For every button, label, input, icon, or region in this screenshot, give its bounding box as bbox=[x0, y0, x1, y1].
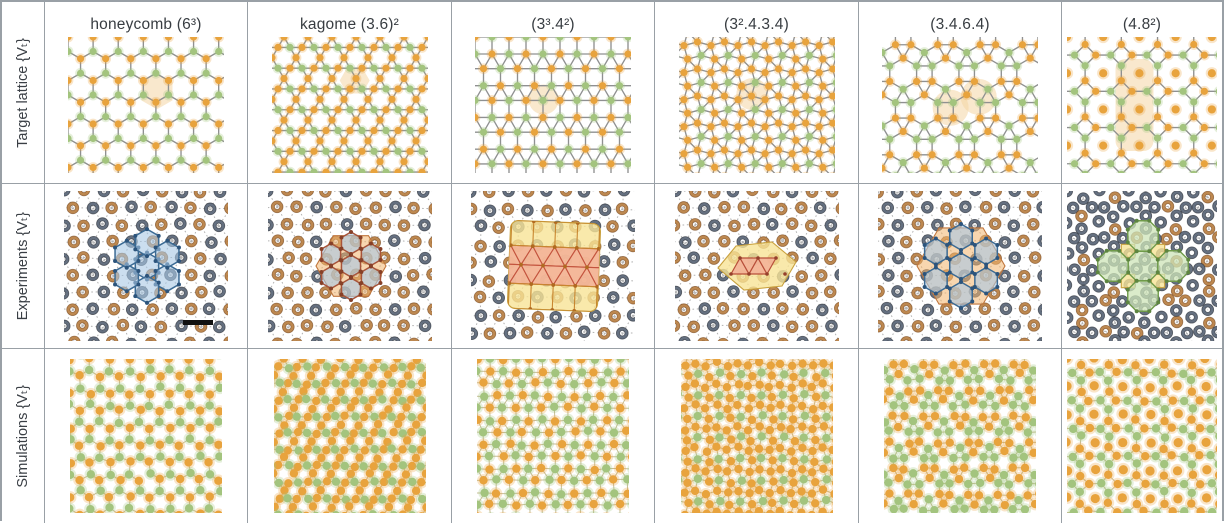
simulation-kagome-canvas bbox=[273, 359, 426, 513]
cell-simulation-t32434 bbox=[654, 348, 858, 523]
row-label-text-target: Target lattice {Vₜ} bbox=[15, 37, 31, 148]
row-label-target-lattice: Target lattice {Vₜ} bbox=[2, 2, 44, 183]
target-lattice-t482-canvas bbox=[1067, 37, 1217, 173]
simulation-t32434-canvas bbox=[680, 359, 833, 513]
simulation-t482-canvas bbox=[1067, 359, 1217, 513]
row-label-text-experiments: Experiments {Vₜ} bbox=[15, 211, 31, 321]
column-header-t482: (4.8²) bbox=[1122, 15, 1162, 33]
target-lattice-t32434-canvas bbox=[678, 37, 835, 173]
target-lattice-t3464-canvas bbox=[882, 37, 1038, 173]
cell-simulation-t3464 bbox=[858, 348, 1061, 523]
row-label-simulations: Simulations {Vₜ} bbox=[2, 348, 44, 523]
cell-experiment-t482 bbox=[1061, 183, 1222, 348]
cell-target-t32434: (3².4.3.4) bbox=[654, 2, 858, 183]
cell-experiment-kagome bbox=[247, 183, 451, 348]
column-header-t32434: (3².4.3.4) bbox=[724, 15, 789, 33]
cell-simulation-t482 bbox=[1061, 348, 1222, 523]
cell-target-t3342: (3³.4²) bbox=[451, 2, 654, 183]
cell-experiment-t32434 bbox=[654, 183, 858, 348]
simulation-honeycomb-canvas bbox=[70, 359, 222, 513]
cell-experiment-t3464 bbox=[858, 183, 1061, 348]
cell-experiment-t3342 bbox=[451, 183, 654, 348]
cell-target-t482: (4.8²) bbox=[1061, 2, 1222, 183]
experiment-t32434-canvas bbox=[674, 191, 839, 341]
cell-target-kagome: kagome (3.6)² bbox=[247, 2, 451, 183]
target-lattice-t3342-canvas bbox=[475, 37, 631, 173]
cell-simulation-honeycomb bbox=[44, 348, 247, 523]
cell-simulation-kagome bbox=[247, 348, 451, 523]
row-label-text-simulations: Simulations {Vₜ} bbox=[15, 384, 31, 488]
column-header-honeycomb: honeycomb (6³) bbox=[90, 15, 202, 33]
experiment-kagome-canvas bbox=[267, 191, 432, 341]
experiment-honeycomb-canvas bbox=[64, 191, 228, 341]
cell-simulation-t3342 bbox=[451, 348, 654, 523]
cell-experiment-honeycomb bbox=[44, 183, 247, 348]
experiment-t3342-canvas bbox=[471, 191, 635, 341]
column-header-t3464: (3.4.6.4) bbox=[930, 15, 990, 33]
cell-target-t3464: (3.4.6.4) bbox=[858, 2, 1061, 183]
column-header-t3342: (3³.4²) bbox=[531, 15, 575, 33]
experiment-t3464-canvas bbox=[878, 191, 1042, 341]
simulation-t3342-canvas bbox=[477, 359, 629, 513]
target-lattice-honeycomb-canvas bbox=[68, 37, 224, 173]
simulation-t3464-canvas bbox=[884, 359, 1036, 513]
row-label-experiments: Experiments {Vₜ} bbox=[2, 183, 44, 348]
cell-target-honeycomb: honeycomb (6³) bbox=[44, 2, 247, 183]
target-lattice-kagome-canvas bbox=[271, 37, 428, 173]
experiment-t482-canvas bbox=[1067, 191, 1217, 341]
column-header-kagome: kagome (3.6)² bbox=[299, 15, 400, 33]
